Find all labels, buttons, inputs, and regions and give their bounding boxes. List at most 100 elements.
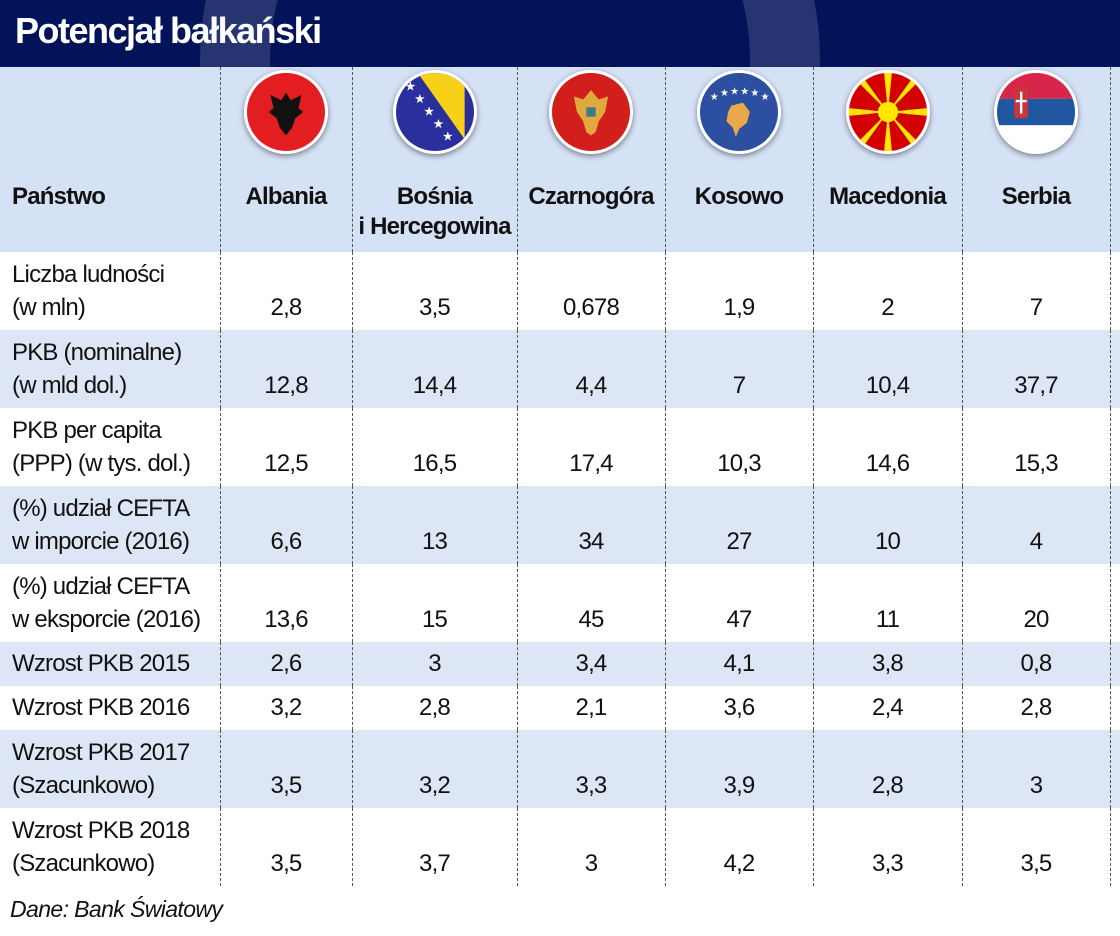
cell-value: 3 (961, 730, 1110, 808)
montenegro-flag-icon (549, 70, 633, 154)
cell-value: 16,5 (351, 408, 517, 486)
table-row: PKB per capita (PPP) (w tys. dol.) 12,5 16… (0, 408, 1120, 486)
svg-text:★: ★ (761, 92, 770, 102)
cell-value: 3,4 (516, 642, 665, 686)
row-label: Wzrost PKB 2017 (Szacunkowo) (0, 730, 220, 808)
svg-text:★: ★ (731, 86, 740, 96)
cell-value: 3,7 (351, 808, 517, 886)
table-row: PKB (nominalne) (w mld dol.) 12,8 14,4 4,4 7… (0, 330, 1120, 408)
table-edge (1109, 808, 1120, 886)
title-bar: Potencjał bałkański (0, 0, 1120, 67)
cell-value: 14,4 (351, 330, 517, 408)
country-name: Bośnia i Hercegowina (358, 183, 511, 240)
cell-value: 2,4 (812, 686, 962, 730)
cell-value: 2,1 (516, 686, 665, 730)
country-header: Albania (219, 67, 352, 252)
cell-value: 12,8 (219, 330, 352, 408)
svg-text:★: ★ (721, 88, 730, 98)
cell-value: 2,8 (351, 686, 517, 730)
cell-value: 3,8 (812, 642, 962, 686)
cell-value: 4,2 (664, 808, 813, 886)
svg-text:★: ★ (405, 81, 415, 93)
cell-value: 3,6 (664, 686, 813, 730)
bosnia-flag-icon: ★ ★ ★ ★ ★ (392, 70, 477, 154)
cell-value: 2 (812, 252, 962, 330)
svg-text:★: ★ (424, 106, 434, 118)
albania-flag-icon (244, 70, 328, 154)
cell-value: 7 (664, 330, 813, 408)
cell-value: 3,5 (219, 730, 352, 808)
table-row: Wzrost PKB 2016 3,2 2,8 2,1 3,6 2,4 2,8 (0, 686, 1120, 730)
cell-value: 15,3 (961, 408, 1110, 486)
cell-value: 2,8 (219, 252, 352, 330)
cell-value: 10 (812, 486, 962, 564)
cell-value: 3,2 (351, 730, 517, 808)
cell-value: 4,1 (664, 642, 813, 686)
svg-text:★: ★ (414, 94, 424, 106)
cell-value: 14,6 (812, 408, 962, 486)
cell-value: 11 (812, 564, 962, 642)
cell-value: 47 (664, 564, 813, 642)
table-edge (1109, 408, 1120, 486)
cell-value: 4 (961, 486, 1110, 564)
table-edge (1109, 252, 1120, 330)
cell-value: 3,9 (664, 730, 813, 808)
svg-text:★: ★ (442, 131, 452, 143)
row-label: Liczba ludności (w mln) (12, 261, 165, 321)
cell-value: 10,3 (664, 408, 813, 486)
cell-value: 27 (664, 486, 813, 564)
cell-value: 3 (351, 642, 517, 686)
table-edge (1109, 730, 1120, 808)
macedonia-flag-icon (845, 70, 930, 154)
row-label: (%) udział CEFTA w imporcie (2016) (0, 486, 220, 564)
cell-value: 3,2 (219, 686, 352, 730)
cell-value: 0,678 (516, 252, 665, 330)
cell-value: 3,3 (516, 730, 665, 808)
serbia-flag-icon (994, 70, 1078, 154)
row-label: Wzrost PKB 2016 (12, 694, 190, 721)
row-label: (%) udział CEFTA w eksporcie (2016) (12, 573, 201, 633)
cell-value: 3,5 (219, 808, 352, 886)
country-name: Macedonia (829, 183, 947, 210)
country-name: Kosowo (694, 183, 784, 210)
cell-value: 3,3 (812, 808, 962, 886)
country-name: Serbia (1001, 183, 1071, 210)
row-label: Wzrost PKB 2018 (Szacunkowo) (12, 817, 190, 877)
cell-value: 13,6 (219, 564, 352, 642)
cell-value: 3 (516, 808, 665, 886)
country-header: Czarnogóra (516, 67, 665, 252)
cell-value: 2,8 (961, 686, 1110, 730)
table-edge (1109, 564, 1120, 642)
cell-value: 13 (351, 486, 517, 564)
cell-value: 2,8 (812, 730, 962, 808)
table-edge (1109, 486, 1120, 564)
cell-value: 2,6 (219, 642, 352, 686)
country-header: Macedonia (812, 67, 962, 252)
cell-value: 3,5 (961, 808, 1110, 886)
cell-value: 0,8 (961, 642, 1110, 686)
header-row: Państwo Albania ★ ★ ★ ★ ★ Bośnia i Hercegowina… (0, 67, 1120, 252)
table-row: Wzrost PKB 2015 2,6 3 3,4 4,1 3,8 0,8 (0, 642, 1120, 686)
cell-value: 3,5 (351, 252, 517, 330)
cell-value: 1,9 (664, 252, 813, 330)
table-row: (%) udział CEFTA w eksporcie (2016) 13,6 1… (0, 564, 1120, 642)
country-header: ★ ★ ★ ★ ★ ★ Kosowo (664, 67, 813, 252)
cell-value: 10,4 (812, 330, 962, 408)
data-table: Państwo Albania ★ ★ ★ ★ ★ Bośnia i Hercegowina… (0, 67, 1120, 886)
cell-value: 34 (516, 486, 665, 564)
country-header: Serbia (961, 67, 1110, 252)
cell-value: 15 (351, 564, 517, 642)
svg-text:★: ★ (741, 86, 750, 96)
cell-value: 20 (961, 564, 1110, 642)
svg-text:★: ★ (711, 92, 720, 102)
background-arc-decoration (200, 0, 820, 67)
row-label: Wzrost PKB 2015 (0, 642, 220, 686)
country-name: Czarnogóra (528, 183, 654, 210)
table-row: Wzrost PKB 2017 (Szacunkowo) 3,5 3,2 3,3 3,9… (0, 730, 1120, 808)
cell-value: 45 (516, 564, 665, 642)
table-edge (1109, 642, 1120, 686)
cell-value: 7 (961, 252, 1110, 330)
row-label: PKB (nominalne) (w mld dol.) (0, 330, 220, 408)
table-row: Liczba ludności (w mln) 2,8 3,5 0,678 1,9 2 7 (0, 252, 1120, 330)
svg-text:★: ★ (751, 88, 760, 98)
